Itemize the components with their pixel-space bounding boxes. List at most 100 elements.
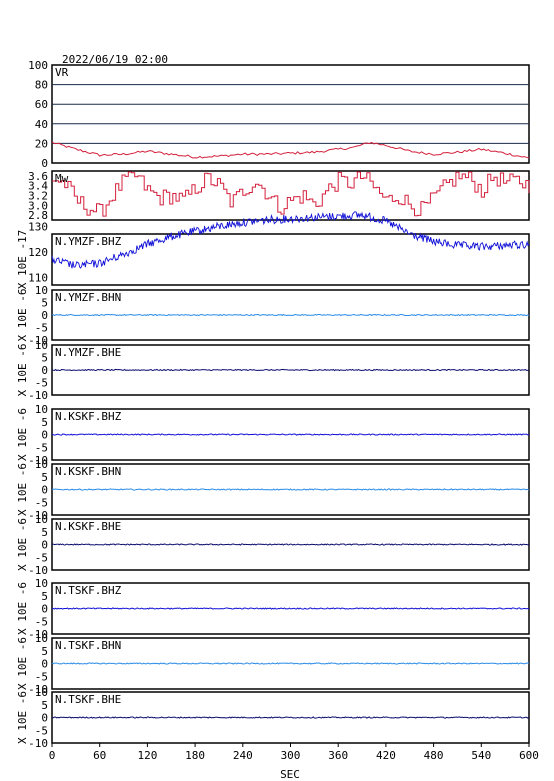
panel-title: N.YMZF.BHN bbox=[55, 291, 121, 304]
y-tick-label: -5 bbox=[35, 496, 48, 509]
x-axis-label: SEC bbox=[280, 768, 300, 781]
y-tick-label: -10 bbox=[28, 509, 48, 522]
y-tick-label: 0 bbox=[41, 429, 48, 442]
x-tick-label: 180 bbox=[185, 749, 205, 762]
y-tick-label: -5 bbox=[35, 441, 48, 454]
y-tick-label: 80 bbox=[35, 79, 48, 92]
y-tick-label: 0 bbox=[41, 658, 48, 671]
panel-title: N.TSKF.BHN bbox=[55, 639, 121, 652]
panel-vr: 100 80 60 40 20 0 VR bbox=[28, 59, 530, 170]
y-tick-label: 10 bbox=[35, 458, 48, 471]
y-axis-label: X 10E -6 bbox=[16, 691, 29, 744]
y-tick-label: -5 bbox=[35, 322, 48, 335]
y-tick-label: 0 bbox=[41, 484, 48, 497]
y-tick-label: 2.8 bbox=[28, 209, 48, 222]
y-tick-label: -10 bbox=[28, 334, 48, 347]
y-tick-label: 10 bbox=[35, 686, 48, 699]
x-tick-label: 60 bbox=[93, 749, 106, 762]
x-tick-label: 420 bbox=[376, 749, 396, 762]
y-tick-label: 0 bbox=[41, 712, 48, 725]
y-tick-label: 0 bbox=[41, 603, 48, 616]
x-tick-label: 540 bbox=[471, 749, 491, 762]
y-tick-label: 110 bbox=[28, 271, 48, 284]
y-tick-label: 5 bbox=[41, 416, 48, 429]
y-tick-label: -10 bbox=[28, 628, 48, 641]
y-tick-label: -5 bbox=[35, 724, 48, 737]
panel-frame bbox=[51, 233, 530, 286]
y-tick-label: -10 bbox=[28, 564, 48, 577]
x-tick-label: 120 bbox=[137, 749, 157, 762]
y-tick-label: 10 bbox=[35, 284, 48, 297]
y-tick-label: -10 bbox=[28, 454, 48, 467]
y-tick-label: 5 bbox=[41, 297, 48, 310]
panel-title: N.KSKF.BHE bbox=[55, 520, 121, 533]
y-tick-label: 0 bbox=[41, 364, 48, 377]
panel-title: N.YMZF.BHZ bbox=[55, 235, 122, 248]
series-line-n-ymzf-bhn bbox=[51, 313, 530, 317]
y-tick-label: 60 bbox=[35, 98, 48, 111]
x-tick-label: 0 bbox=[49, 749, 56, 762]
panel-title: N.KSKF.BHN bbox=[55, 465, 121, 478]
header-datetime: 2022/06/19 02:00 bbox=[62, 53, 168, 66]
y-tick-label: 5 bbox=[41, 526, 48, 539]
x-tick-label: 300 bbox=[281, 749, 301, 762]
y-axis-label: X 10E -6 bbox=[16, 463, 29, 516]
panel-title: N.YMZF.BHE bbox=[55, 346, 121, 359]
y-tick-label: 10 bbox=[35, 513, 48, 526]
y-tick-label: 120 bbox=[28, 246, 48, 259]
series-line-n-tskf-bhn bbox=[51, 662, 530, 665]
y-tick-label: 0 bbox=[41, 309, 48, 322]
x-tick-label: 600 bbox=[519, 749, 539, 762]
y-tick-label: -5 bbox=[35, 551, 48, 564]
x-tick-label: 480 bbox=[424, 749, 444, 762]
y-tick-label: -5 bbox=[35, 615, 48, 628]
y-axis-label: X 10E -6 bbox=[16, 637, 29, 690]
panel-title: VR bbox=[55, 66, 69, 79]
y-tick-label: -10 bbox=[28, 737, 48, 750]
panel-frame bbox=[51, 64, 530, 164]
series-line-vr bbox=[51, 141, 530, 159]
y-tick-label: -10 bbox=[28, 683, 48, 696]
y-tick-label: 5 bbox=[41, 471, 48, 484]
y-axis-label: X 10E -6 bbox=[16, 582, 29, 635]
series-line-n-kskf-bhz bbox=[51, 433, 530, 436]
series-line-n-tskf-bhz bbox=[51, 607, 530, 610]
y-tick-label: -5 bbox=[35, 377, 48, 390]
y-tick-label: 3.0 bbox=[28, 199, 48, 212]
y-axis-label: X 10E -6 bbox=[16, 344, 29, 397]
y-tick-label: -5 bbox=[35, 670, 48, 683]
y-tick-label: 10 bbox=[35, 339, 48, 352]
y-tick-label: 0 bbox=[41, 539, 48, 552]
series-line-n-kskf-bhn bbox=[51, 488, 530, 491]
panels: 100806040200VR3.63.43.23.02.8Mw110120130… bbox=[16, 59, 530, 750]
series-line-n-tskf-bhe bbox=[51, 716, 530, 719]
y-tick-label: 0 bbox=[41, 157, 48, 170]
series-line-n-ymzf-bhe bbox=[51, 368, 530, 372]
y-tick-label: -10 bbox=[28, 389, 48, 402]
x-tick-label: 360 bbox=[328, 749, 348, 762]
y-tick-label: 5 bbox=[41, 352, 48, 365]
y-tick-label: 5 bbox=[41, 699, 48, 712]
panel-title: N.KSKF.BHZ bbox=[55, 410, 122, 423]
y-tick-label: 3.4 bbox=[28, 180, 48, 193]
y-tick-label: 10 bbox=[35, 577, 48, 590]
panel-title: N.TSKF.BHE bbox=[55, 693, 121, 706]
y-axis-label: X 10E -6 bbox=[16, 408, 29, 461]
series-line-mw bbox=[52, 171, 530, 217]
y-tick-label: 10 bbox=[35, 632, 48, 645]
panel-mw: 3.63.43.23.02.8 Mw bbox=[28, 170, 530, 222]
y-axis-label: X 10E -6 bbox=[16, 289, 29, 342]
y-tick-label: 5 bbox=[41, 645, 48, 658]
y-tick-label: 10 bbox=[35, 403, 48, 416]
x-axis: 0 60 120 180 240 300 360 420 480 540 600 bbox=[49, 743, 539, 762]
y-axis-label: X 10E -17 bbox=[16, 230, 29, 290]
